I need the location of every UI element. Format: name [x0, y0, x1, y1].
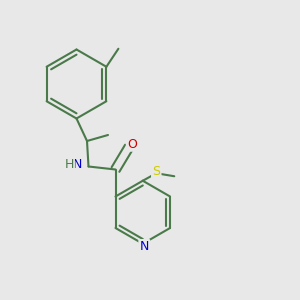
Text: N: N	[140, 240, 149, 253]
Text: S: S	[152, 165, 160, 178]
Text: N: N	[72, 158, 82, 172]
Text: O: O	[127, 137, 137, 151]
Text: H: H	[64, 158, 74, 172]
